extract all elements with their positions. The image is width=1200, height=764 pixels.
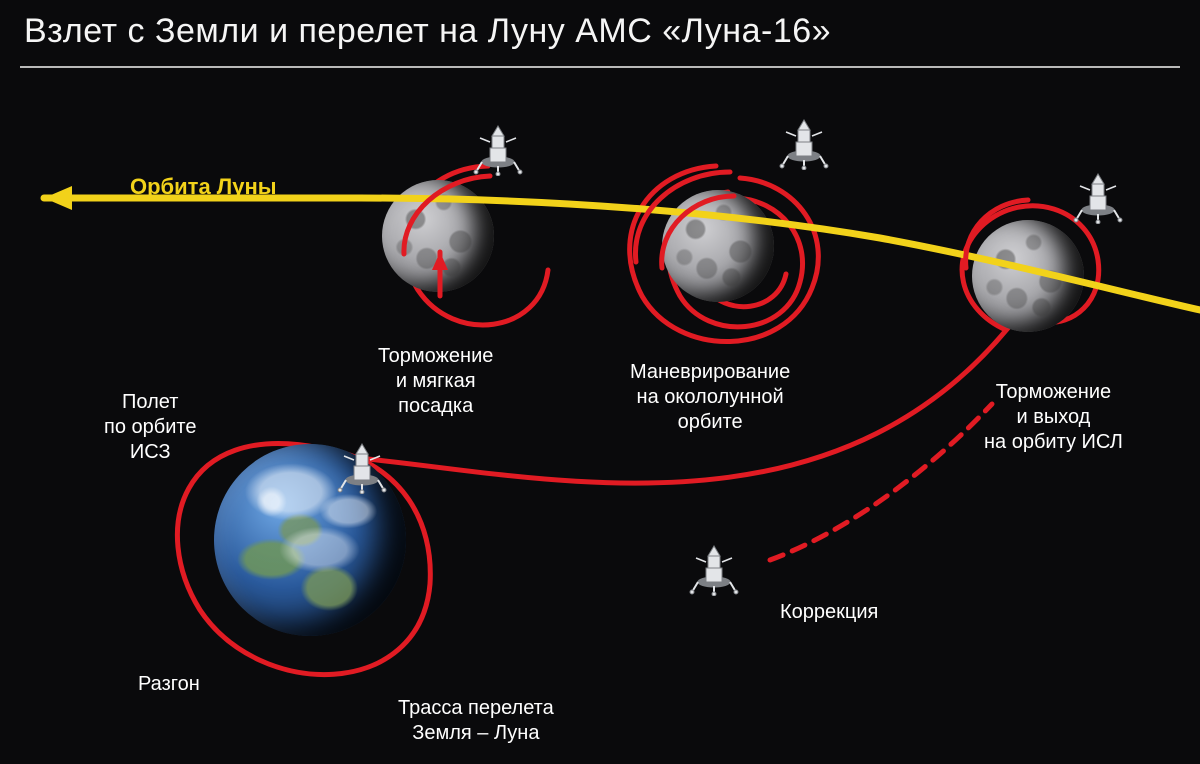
label-transfer-trajectory: Трасса перелета Земля – Луна — [398, 696, 554, 746]
spacecraft-icon — [686, 540, 742, 596]
spacecraft-icon — [776, 114, 832, 170]
label-braking-orbit-insertion: Торможение и выход на орбиту ИСЛ — [984, 380, 1123, 455]
spacecraft-icon — [334, 438, 390, 494]
title-rule — [20, 66, 1180, 68]
label-acceleration: Разгон — [138, 672, 200, 697]
label-maneuvering: Маневрирование на окололунной орбите — [630, 360, 790, 435]
moon-orbit-label: Орбита Луны — [130, 174, 277, 200]
moon-icon — [972, 220, 1084, 332]
spacecraft-icon — [470, 120, 526, 176]
label-earth-orbit-flight: Полет по орбите ИСЗ — [104, 390, 196, 465]
label-correction: Коррекция — [780, 600, 878, 625]
diagram-canvas: Взлет с Земли и перелет на Луну АМС «Лун… — [0, 0, 1200, 764]
page-title: Взлет с Земли и перелет на Луну АМС «Лун… — [0, 0, 1200, 61]
moon-icon — [662, 190, 774, 302]
spacecraft-icon — [1070, 168, 1126, 224]
label-braking-landing: Торможение и мягкая посадка — [378, 344, 493, 419]
moon-icon — [382, 180, 494, 292]
